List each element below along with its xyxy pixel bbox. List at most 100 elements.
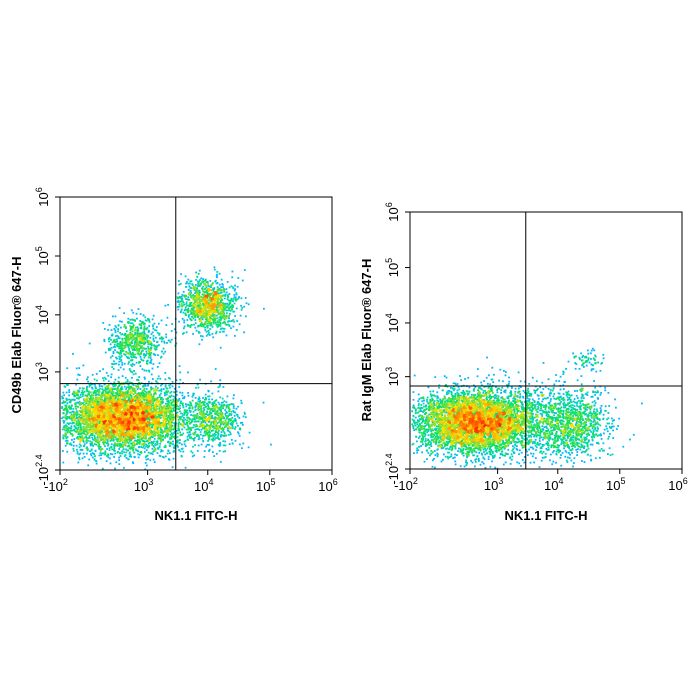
data-point (129, 387, 132, 390)
data-point (163, 405, 165, 408)
data-point (98, 394, 101, 396)
data-point (162, 388, 165, 390)
data-point (127, 436, 130, 438)
data-point (63, 401, 65, 404)
data-point (233, 394, 235, 397)
data-point (157, 399, 160, 401)
data-point (124, 376, 127, 379)
data-point (91, 436, 93, 439)
data-point (167, 407, 169, 409)
data-point (89, 426, 92, 429)
data-point (152, 433, 154, 436)
data-point (155, 397, 158, 400)
data-point (105, 416, 107, 419)
data-point (98, 424, 101, 427)
data-point (82, 439, 85, 442)
data-point (170, 395, 173, 397)
data-point (82, 387, 85, 390)
data-point (91, 434, 94, 436)
data-point (153, 437, 156, 440)
data-point (210, 380, 212, 383)
data-point (131, 443, 134, 446)
data-point (192, 410, 195, 413)
data-point (78, 431, 81, 434)
data-point (83, 445, 86, 447)
data-point (110, 373, 113, 376)
data-point (93, 436, 96, 439)
data-point (126, 386, 128, 389)
data-point (140, 426, 142, 428)
data-point (160, 408, 163, 410)
data-point (92, 397, 95, 399)
data-point (151, 426, 153, 428)
data-point (83, 390, 86, 393)
data-point (148, 418, 150, 421)
data-point (200, 443, 203, 446)
data-point (113, 412, 116, 414)
data-point (117, 394, 120, 397)
data-point (128, 408, 130, 411)
data-point (117, 410, 120, 413)
data-point (198, 398, 201, 400)
data-point (88, 431, 91, 434)
data-point (173, 444, 176, 447)
data-point (148, 405, 150, 408)
data-point (169, 430, 172, 433)
data-point (64, 401, 67, 404)
data-point (62, 426, 65, 429)
data-point (160, 440, 162, 443)
data-point (85, 442, 88, 444)
data-point (102, 390, 105, 393)
data-point (89, 410, 92, 412)
data-point (149, 416, 151, 418)
data-point (153, 427, 156, 430)
data-point (197, 398, 200, 400)
data-point (123, 437, 126, 440)
data-point (86, 397, 89, 399)
data-point (125, 424, 127, 426)
data-point (154, 402, 157, 405)
data-point (144, 416, 147, 419)
data-point (155, 412, 157, 415)
data-point (115, 461, 118, 464)
data-point (129, 393, 132, 396)
data-point (149, 426, 151, 429)
data-point (112, 419, 115, 421)
data-point (147, 412, 149, 414)
data-point (173, 416, 175, 419)
data-point (121, 422, 124, 425)
data-point (79, 429, 82, 432)
data-point (133, 421, 136, 424)
data-point (133, 388, 136, 390)
data-point (162, 426, 165, 428)
data-point (185, 405, 188, 408)
data-point (85, 435, 87, 438)
data-point (97, 390, 100, 393)
data-point (66, 436, 69, 438)
data-point (161, 399, 164, 401)
data-point (148, 424, 151, 427)
data-point (134, 407, 137, 410)
data-point (147, 421, 149, 423)
data-point (154, 447, 157, 450)
data-point (107, 410, 110, 412)
data-point (167, 414, 170, 417)
data-point (77, 433, 80, 435)
data-point (170, 403, 173, 406)
data-point (145, 445, 148, 448)
data-point (120, 387, 122, 390)
data-point (156, 432, 159, 434)
data-point (71, 398, 74, 401)
data-point (77, 424, 80, 427)
data-point (108, 407, 111, 409)
data-point (177, 424, 180, 427)
data-point (100, 399, 102, 402)
data-point (122, 414, 124, 417)
data-point (67, 429, 70, 432)
data-point (73, 438, 76, 440)
data-point (109, 404, 112, 407)
data-point (63, 426, 66, 429)
data-point (148, 432, 150, 435)
data-point (135, 410, 138, 413)
data-point (136, 431, 139, 433)
